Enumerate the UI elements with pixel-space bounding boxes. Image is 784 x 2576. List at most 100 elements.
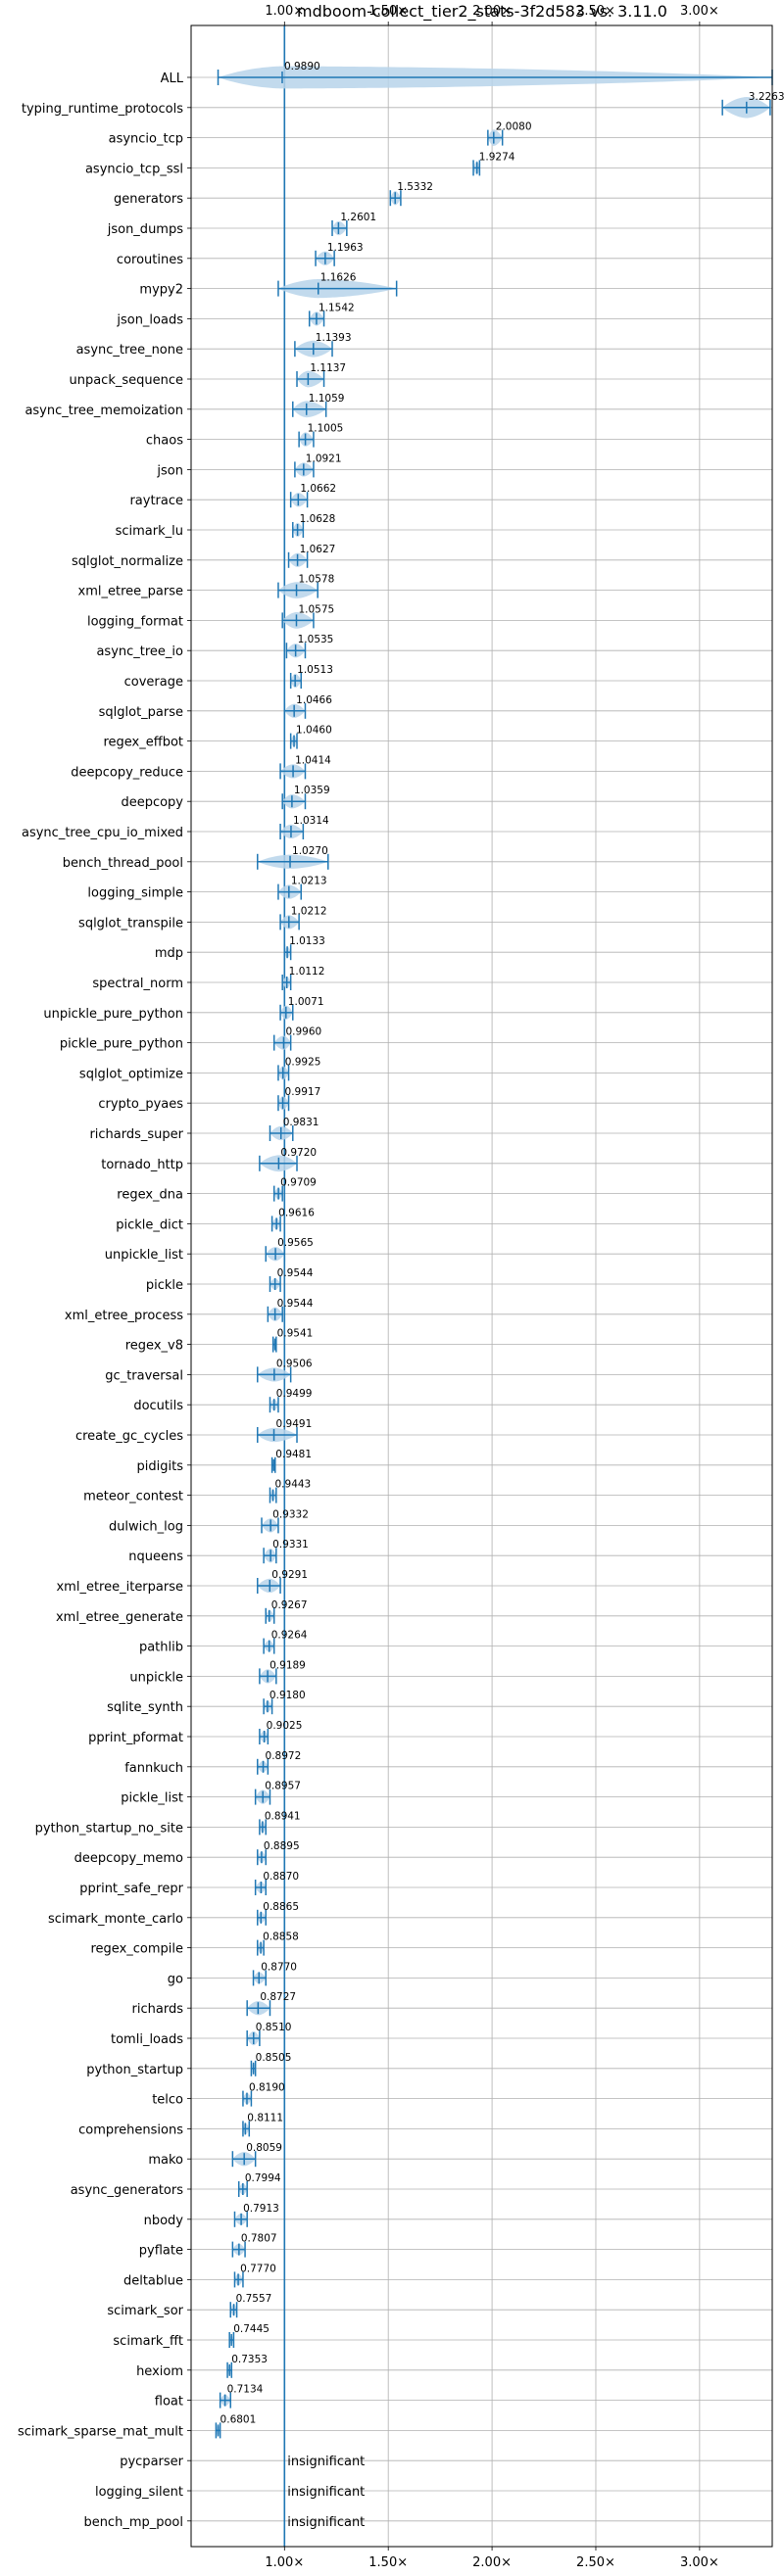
y-tick-label: async_tree_memoization (24, 404, 183, 418)
value-label: 1.0112 (289, 966, 325, 978)
y-tick-label: deepcopy_reduce (71, 765, 183, 780)
value-label: 0.8770 (261, 1961, 297, 1973)
value-label: 1.0628 (300, 513, 336, 525)
y-tick-label: unpickle_pure_python (43, 1007, 183, 1022)
y-tick-label: mako (148, 2153, 183, 2168)
value-label: 0.9481 (275, 1449, 312, 1460)
y-tick-label: mypy2 (139, 283, 183, 298)
value-label: 0.7913 (243, 2203, 279, 2215)
y-tick-label: async_tree_cpu_io_mixed (22, 826, 183, 840)
value-label: 1.0270 (292, 845, 328, 857)
y-tick-label: mdp (155, 946, 183, 961)
value-label: 0.9264 (271, 1630, 308, 1642)
y-tick-label: sqlglot_parse (99, 705, 183, 720)
y-tick-label: chaos (146, 434, 183, 449)
y-tick-label: telco (152, 2093, 183, 2108)
label-layer: 0.9890 3.2263 2.0080 1.9274 1.5332 1.2601 1.19… (220, 61, 784, 2530)
y-tick-label: pickle_pure_python (60, 1037, 183, 1052)
y-tick-label: pickle_dict (116, 1217, 183, 1232)
y-tick-label: richards (132, 2002, 184, 2017)
y-tick-label: raytrace (129, 494, 183, 508)
value-label: 1.1393 (316, 332, 352, 344)
y-tick-label: logging_simple (87, 886, 183, 901)
value-label: 0.9616 (278, 1207, 315, 1218)
x-tick-label: 2.00× (472, 4, 512, 19)
y-tick-label: json (156, 463, 183, 478)
value-label: 2.0080 (496, 121, 532, 133)
x-tick-label: 2.00× (472, 2555, 512, 2570)
y-tick-label: pathlib (139, 1641, 183, 1655)
y-tick-label: docutils (133, 1399, 183, 1413)
y-tick-label: tomli_loads (111, 2032, 183, 2047)
y-tick-label: richards_super (89, 1127, 183, 1142)
value-label: 0.8957 (265, 1781, 301, 1792)
value-label: 0.9180 (270, 1690, 306, 1701)
y-tick-label: pycparser (120, 2455, 183, 2469)
y-tick-label: json_dumps (107, 222, 183, 237)
y-tick-label: logging_format (87, 614, 183, 629)
x-tick-label: 3.00× (680, 4, 719, 19)
y-tick-label: regex_dna (117, 1188, 183, 1203)
value-label: 1.0071 (288, 996, 324, 1008)
value-label: 1.0575 (298, 603, 334, 615)
y-tick-label: sqlglot_optimize (79, 1067, 183, 1081)
value-label: 1.0314 (293, 815, 329, 827)
x-tick-label: 3.00× (680, 2555, 719, 2570)
value-label: 1.1542 (318, 302, 355, 313)
y-tick-label: deepcopy_memo (74, 1851, 183, 1866)
value-label: 0.8941 (265, 1810, 301, 1822)
value-label: 0.9267 (271, 1599, 308, 1611)
y-tick-label: pickle_list (121, 1791, 183, 1806)
y-tick-label: tornado_http (101, 1158, 183, 1172)
y-tick-label: sqlglot_normalize (72, 554, 183, 569)
axis-layer: ALL typing_runtime_protocols asyncio_tcpas… (18, 4, 773, 2570)
value-label: 0.8111 (247, 2112, 283, 2123)
value-label: 1.0460 (296, 725, 332, 737)
violin-layer (215, 66, 773, 2439)
value-label: 0.9831 (283, 1117, 319, 1128)
value-label: 0.7807 (241, 2233, 277, 2245)
chart-title: mdboom-collect_tier2_stats-3f2d583 vs. 3… (297, 2, 667, 22)
value-label: 3.2263 (749, 91, 784, 103)
y-tick-label: pyflate (139, 2244, 183, 2259)
value-label: 1.9274 (479, 151, 515, 163)
y-tick-label: unpickle (129, 1670, 183, 1685)
insignificant-label: insignificant (287, 2455, 365, 2469)
plot-frame (190, 24, 773, 2548)
value-label: 0.8870 (263, 1871, 299, 1883)
y-tick-label: async_tree_none (76, 343, 183, 358)
y-tick-label: python_startup (86, 2063, 183, 2077)
value-label: 0.8972 (266, 1750, 302, 1762)
value-label: 1.1963 (327, 242, 364, 254)
value-label: 0.9332 (272, 1508, 309, 1520)
value-label: 0.8510 (256, 2022, 292, 2033)
value-label: 0.9544 (277, 1267, 314, 1279)
value-label: 0.9499 (276, 1388, 313, 1400)
y-tick-label: asyncio_tcp (109, 132, 183, 147)
x-tick-label: 1.00× (265, 4, 304, 19)
y-tick-label: async_generators (71, 2183, 184, 2198)
value-label: 0.8858 (263, 1932, 299, 1943)
y-tick-label: xml_etree_iterparse (56, 1580, 183, 1595)
insignificant-label: insignificant (287, 2515, 365, 2530)
y-tick-label: pickle (146, 1278, 183, 1293)
y-tick-label: ALL (161, 72, 184, 86)
y-tick-label: deltablue (123, 2273, 183, 2288)
y-tick-label: regex_v8 (125, 1339, 183, 1354)
value-label: 1.0535 (298, 634, 334, 645)
y-tick-label: spectral_norm (92, 977, 183, 991)
y-tick-label: go (168, 1972, 183, 1986)
y-tick-label: unpack_sequence (69, 373, 183, 388)
value-label: 1.0414 (295, 754, 331, 766)
y-tick-label: comprehensions (78, 2123, 183, 2137)
y-tick-label: xml_etree_generate (56, 1610, 183, 1625)
value-label: 1.0133 (289, 935, 325, 947)
value-label: 1.0578 (299, 574, 335, 586)
value-label: 0.7445 (233, 2323, 270, 2335)
y-tick-label: scimark_fft (113, 2334, 183, 2349)
value-label: 0.9541 (277, 1328, 314, 1340)
value-label: 0.9443 (275, 1479, 312, 1491)
value-label: 1.1137 (310, 362, 346, 374)
